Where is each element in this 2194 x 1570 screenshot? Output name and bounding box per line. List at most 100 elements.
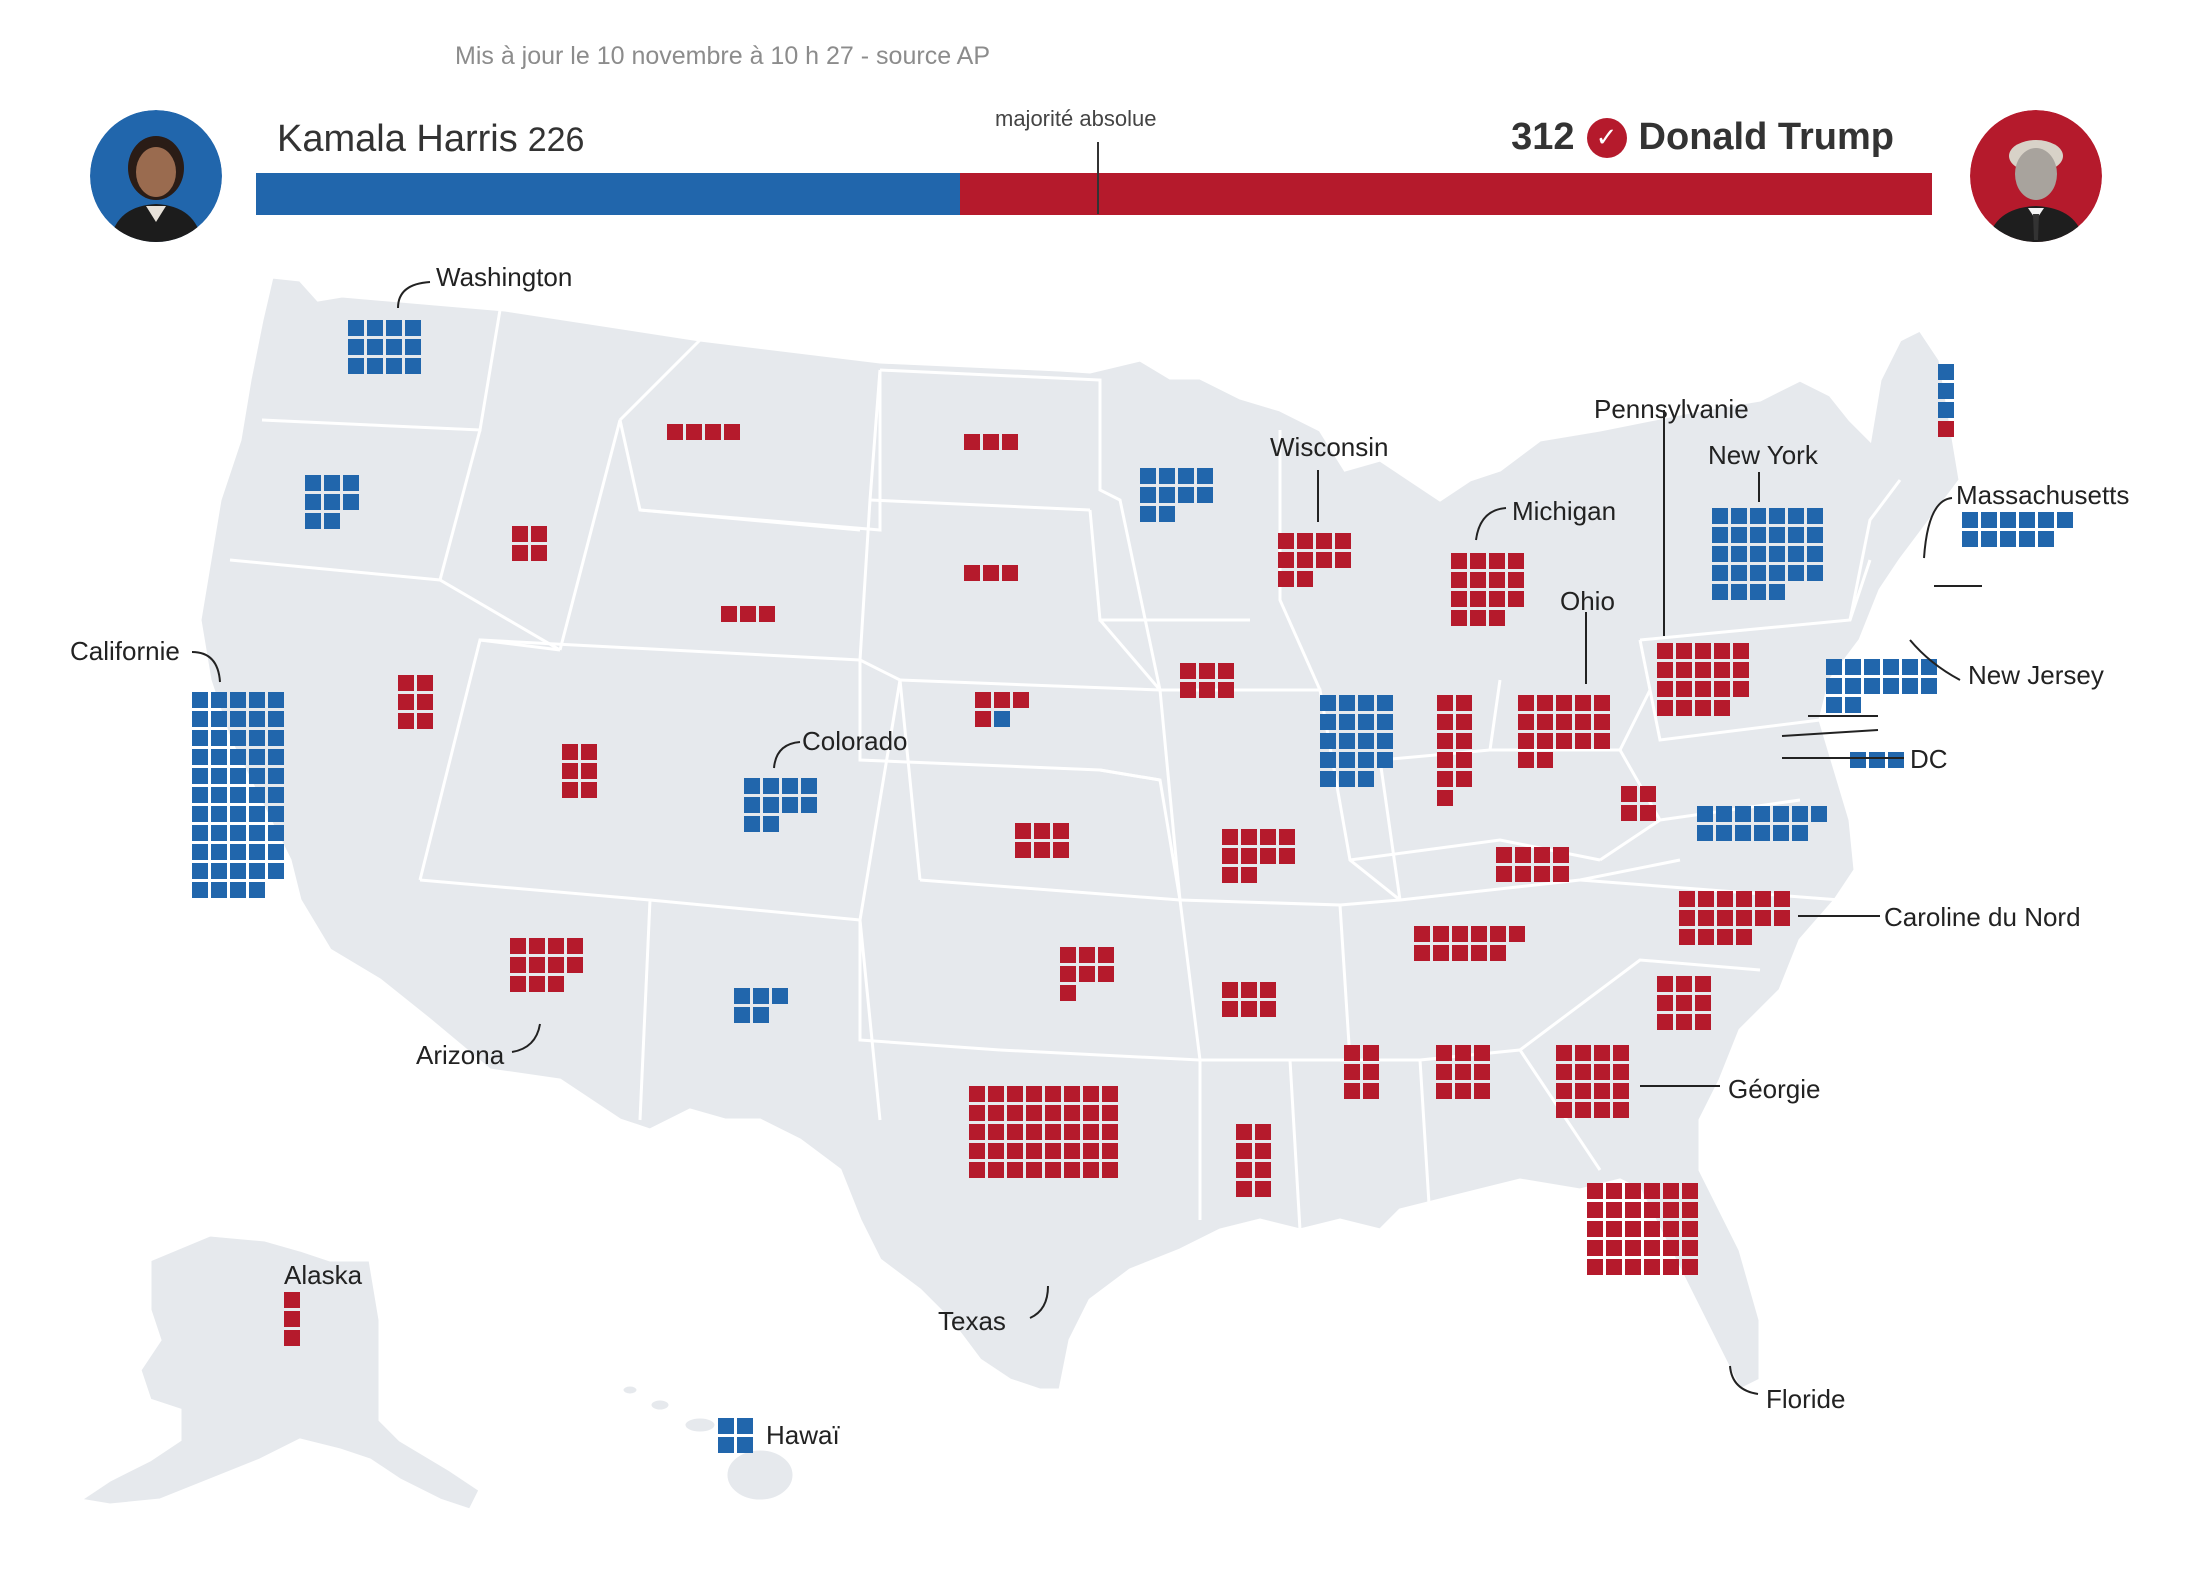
vote-square xyxy=(1888,752,1904,768)
vote-square xyxy=(510,976,526,992)
vote-square xyxy=(1663,1183,1679,1199)
vote-square xyxy=(1537,733,1553,749)
vote-square xyxy=(734,1007,750,1023)
vote-square xyxy=(268,787,284,803)
vote-square xyxy=(1712,584,1728,600)
vote-square xyxy=(1712,565,1728,581)
vote-square xyxy=(1644,1183,1660,1199)
vote-square xyxy=(1098,947,1114,963)
vote-square xyxy=(1363,1064,1379,1080)
vote-square xyxy=(1140,506,1156,522)
vote-square xyxy=(1236,1162,1252,1178)
vote-square xyxy=(249,882,265,898)
vote-square xyxy=(1436,1045,1452,1061)
vote-square xyxy=(1358,695,1374,711)
vote-square xyxy=(192,806,208,822)
vote-square xyxy=(1279,848,1295,864)
vote-square xyxy=(510,957,526,973)
harris-electoral-votes: 226 xyxy=(527,121,585,159)
vote-square xyxy=(1735,806,1751,822)
vote-square xyxy=(405,339,421,355)
vote-square xyxy=(1697,825,1713,841)
vote-square xyxy=(192,730,208,746)
label-arrow xyxy=(1781,729,1879,737)
vote-square xyxy=(529,957,545,973)
vote-square xyxy=(1679,910,1695,926)
vote-square xyxy=(1320,714,1336,730)
vote-square xyxy=(324,475,340,491)
vote-square xyxy=(1377,695,1393,711)
label-new-jersey: New Jersey xyxy=(1968,660,2104,690)
vote-square xyxy=(1344,1064,1360,1080)
vote-square xyxy=(1358,752,1374,768)
vote-square xyxy=(1489,553,1505,569)
vote-square xyxy=(1736,910,1752,926)
vote-square xyxy=(1026,1086,1042,1102)
vote-square xyxy=(211,844,227,860)
vote-square xyxy=(567,957,583,973)
vote-square xyxy=(1297,571,1313,587)
vote-square xyxy=(1437,733,1453,749)
vote-square xyxy=(1437,714,1453,730)
vote-square xyxy=(1064,1086,1080,1102)
vote-square xyxy=(1437,752,1453,768)
vote-square xyxy=(567,938,583,954)
vote-square xyxy=(562,744,578,760)
vote-square xyxy=(801,778,817,794)
vote-square xyxy=(1750,527,1766,543)
vote-square xyxy=(1241,1001,1257,1017)
vote-square xyxy=(1222,829,1238,845)
label-hawai: Hawaï xyxy=(766,1420,840,1450)
vote-square xyxy=(1962,512,1978,528)
vote-square xyxy=(1750,584,1766,600)
vote-square xyxy=(1297,552,1313,568)
vote-square xyxy=(1682,1183,1698,1199)
label-colorado: Colorado xyxy=(802,726,908,756)
vote-square xyxy=(1053,842,1069,858)
vote-square xyxy=(1083,1086,1099,1102)
vote-square xyxy=(1222,867,1238,883)
vote-square xyxy=(1716,825,1732,841)
vote-square xyxy=(1451,610,1467,626)
vote-square xyxy=(1575,1045,1591,1061)
vote-square xyxy=(1657,1014,1673,1030)
vote-square xyxy=(1676,662,1692,678)
vote-square xyxy=(1594,1064,1610,1080)
vote-square xyxy=(740,606,756,622)
vote-square xyxy=(1845,697,1861,713)
vote-square xyxy=(1657,681,1673,697)
vote-square xyxy=(1864,659,1880,675)
vote-square xyxy=(268,768,284,784)
vote-square xyxy=(983,434,999,450)
vote-square xyxy=(1241,982,1257,998)
vote-square xyxy=(1140,468,1156,484)
vote-square xyxy=(230,692,246,708)
vote-square xyxy=(1414,945,1430,961)
vote-square xyxy=(1537,714,1553,730)
vote-square xyxy=(1575,733,1591,749)
label-ohio: Ohio xyxy=(1560,586,1615,616)
vote-square xyxy=(192,882,208,898)
vote-square xyxy=(1697,806,1713,822)
vote-square xyxy=(398,694,414,710)
label-alaska: Alaska xyxy=(284,1260,363,1290)
vote-square xyxy=(1644,1221,1660,1237)
label-pennsylvanie: Pennsylvanie xyxy=(1594,394,1749,424)
vote-square xyxy=(1489,572,1505,588)
vote-square xyxy=(1436,1064,1452,1080)
vote-square xyxy=(1575,1064,1591,1080)
vote-square xyxy=(964,565,980,581)
vote-square xyxy=(969,1124,985,1140)
vote-square xyxy=(1339,771,1355,787)
vote-square xyxy=(1769,565,1785,581)
vote-square xyxy=(1358,714,1374,730)
vote-square xyxy=(1587,1183,1603,1199)
vote-square xyxy=(284,1292,300,1308)
vote-square xyxy=(1335,552,1351,568)
vote-square xyxy=(969,1162,985,1178)
label-massachusetts: Massachusetts xyxy=(1956,480,2130,510)
vote-square xyxy=(1451,572,1467,588)
vote-square xyxy=(1490,945,1506,961)
vote-square xyxy=(1060,947,1076,963)
vote-square xyxy=(1575,695,1591,711)
